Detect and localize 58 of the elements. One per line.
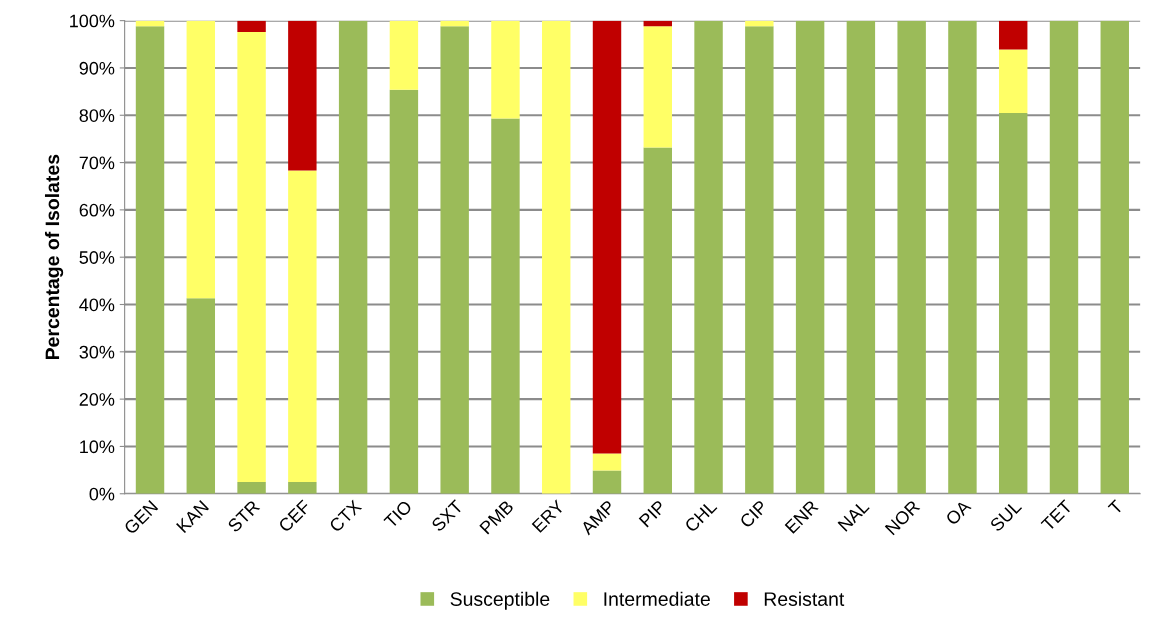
bar [592, 470, 622, 494]
bar [592, 453, 622, 471]
bar [998, 20, 1028, 50]
bar [389, 20, 419, 90]
bar [1100, 20, 1129, 494]
bar [694, 20, 723, 494]
bar [745, 26, 774, 494]
bar [288, 20, 317, 171]
y-tick-label: 40% [79, 298, 115, 312]
bar [288, 481, 317, 494]
y-tick-label: 60% [79, 203, 115, 217]
x-tick-label: T [1107, 499, 1124, 516]
y-tick-label: 10% [80, 440, 115, 454]
bar [846, 20, 876, 494]
x-tick-label: OA [944, 498, 972, 526]
y-tick-label: 50% [79, 251, 115, 264]
bar [135, 26, 165, 494]
legend-label: Resistant [764, 591, 845, 606]
y-tick-label: 80% [79, 109, 115, 122]
bar [186, 20, 216, 299]
bar [745, 20, 774, 27]
legend-label: Intermediate [604, 591, 710, 606]
y-tick-label: 100% [70, 14, 115, 28]
y-tick-label: 20% [79, 393, 115, 406]
x-tick-label: TET [1040, 499, 1073, 532]
x-tick-label: PIP [638, 499, 667, 528]
bar [795, 20, 825, 494]
bar [186, 298, 216, 494]
x-tick-label: CHL [684, 499, 718, 533]
bar [288, 170, 317, 482]
bar [491, 20, 520, 119]
bar [998, 112, 1028, 494]
y-tick-label: 0% [89, 487, 115, 501]
bar [237, 20, 266, 32]
x-tick-label: CIP [739, 499, 769, 529]
bar [338, 20, 368, 494]
bar [948, 20, 977, 494]
x-tick-label: SUL [989, 499, 1023, 533]
bar [491, 118, 520, 494]
legend-label: Susceptible [450, 591, 550, 610]
x-tick-label: TIO [383, 499, 413, 529]
bar [389, 89, 419, 494]
x-tick-label: NAL [837, 499, 870, 532]
bar [237, 31, 266, 482]
bar [998, 49, 1028, 113]
bar [592, 20, 622, 454]
bar [897, 20, 926, 494]
y-tick-label: 90% [79, 61, 115, 75]
y-tick-label: 70% [79, 156, 115, 170]
bar [1049, 20, 1079, 494]
bar [643, 26, 672, 148]
bar [440, 20, 469, 27]
bar [643, 147, 672, 494]
y-tick-label: 30% [79, 345, 115, 359]
bar [440, 26, 469, 494]
bar [542, 20, 571, 494]
bar [237, 481, 266, 494]
y-axis-title: Percentage of Isolates [44, 154, 64, 360]
